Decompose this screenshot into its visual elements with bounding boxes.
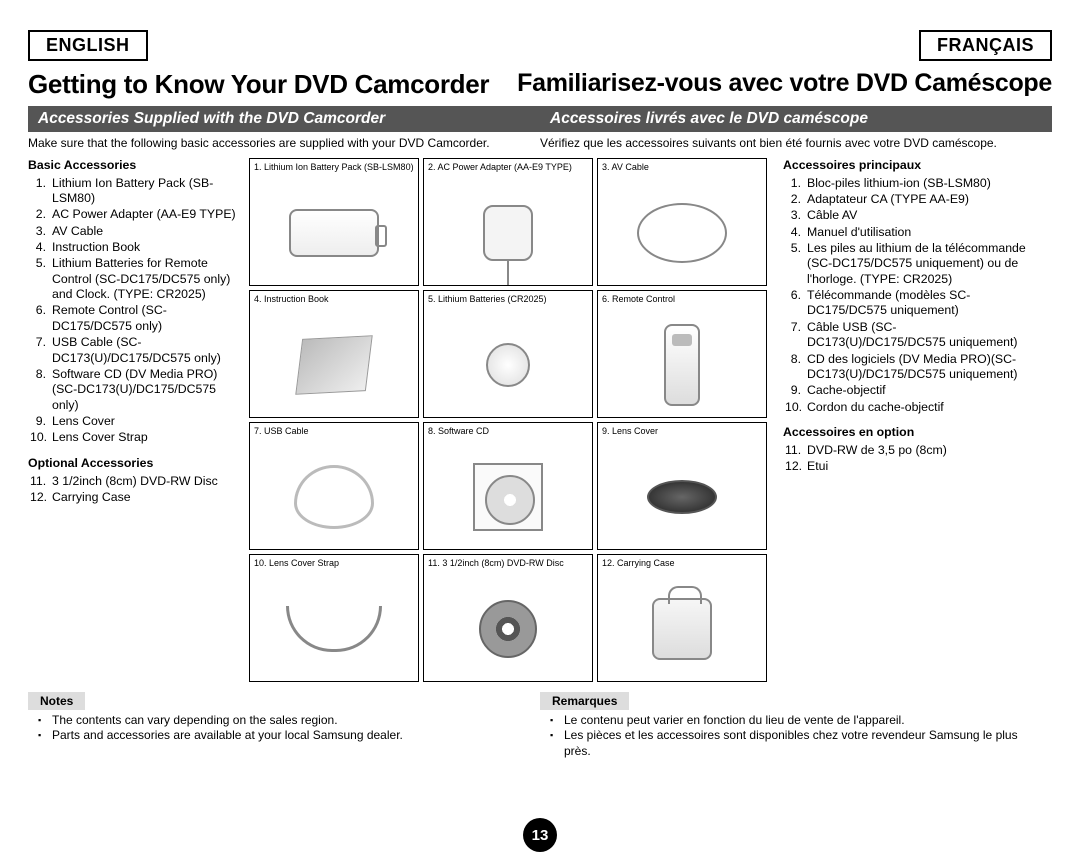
list-item: 1.Lithium Ion Battery Pack (SB-LSM80) <box>30 176 243 207</box>
notes-en: Notes The contents can vary depending on… <box>28 692 540 760</box>
accessory-caption: 3. AV Cable <box>602 162 762 172</box>
accessory-cell: 3. AV Cable <box>597 158 767 286</box>
accessory-icon <box>424 581 592 677</box>
subhead-row: Accessories Supplied with the DVD Camcor… <box>28 106 1052 132</box>
notes-row: Notes The contents can vary depending on… <box>28 692 1052 760</box>
notes-label-en: Notes <box>28 692 85 710</box>
accessory-icon <box>250 581 418 677</box>
list-item: 12.Etui <box>785 459 1028 474</box>
intro-fr: Vérifiez que les accessoires suivants on… <box>540 136 1052 152</box>
list-item: 8.CD des logiciels (DV Media PRO)(SC-DC1… <box>785 352 1028 383</box>
notes-fr: Remarques Le contenu peut varier en fonc… <box>540 692 1052 760</box>
list-item: 7.Câble USB (SC-DC173(U)/DC175/DC575 uni… <box>785 320 1028 351</box>
list-item: 11.3 1/2inch (8cm) DVD-RW Disc <box>30 474 243 489</box>
list-item: 10.Lens Cover Strap <box>30 430 243 445</box>
title-row: Getting to Know Your DVD Camcorder Famil… <box>28 69 1052 100</box>
subhead-en: Accessories Supplied with the DVD Camcor… <box>28 106 540 132</box>
list-item: 1.Bloc-piles lithium-ion (SB-LSM80) <box>785 176 1028 191</box>
accessory-icon <box>250 185 418 281</box>
accessory-caption: 5. Lithium Batteries (CR2025) <box>428 294 588 304</box>
lang-english: ENGLISH <box>28 30 148 61</box>
accessory-icon <box>250 449 418 545</box>
accessory-cell: 11. 3 1/2inch (8cm) DVD-RW Disc <box>423 554 593 682</box>
accessory-grid-col: 1. Lithium Ion Battery Pack (SB-LSM80) 2.… <box>243 158 773 682</box>
list-item: 3.AV Cable <box>30 224 243 239</box>
accessory-cell: 10. Lens Cover Strap <box>249 554 419 682</box>
accessory-caption: 1. Lithium Ion Battery Pack (SB-LSM80) <box>254 162 414 172</box>
intro-row: Make sure that the following basic acces… <box>28 136 1052 152</box>
en-opt-list: 11.3 1/2inch (8cm) DVD-RW Disc12.Carryin… <box>28 474 243 506</box>
list-item: 9.Lens Cover <box>30 414 243 429</box>
main-row: Basic Accessories 1.Lithium Ion Battery … <box>28 158 1052 682</box>
lang-francais: FRANÇAIS <box>919 30 1052 61</box>
accessory-caption: 7. USB Cable <box>254 426 414 436</box>
list-item: 2.Adaptateur CA (TYPE AA-E9) <box>785 192 1028 207</box>
list-item: 7.USB Cable (SC-DC173(U)/DC175/DC575 onl… <box>30 335 243 366</box>
page-number: 13 <box>523 818 557 852</box>
note-item: Parts and accessories are available at y… <box>38 728 524 744</box>
list-item: 11.DVD-RW de 3,5 po (8cm) <box>785 443 1028 458</box>
col-en-list: Basic Accessories 1.Lithium Ion Battery … <box>28 158 243 682</box>
accessory-cell: 9. Lens Cover <box>597 422 767 550</box>
accessory-icon <box>598 581 766 677</box>
list-item: 4.Instruction Book <box>30 240 243 255</box>
accessory-cell: 12. Carrying Case <box>597 554 767 682</box>
accessory-icon <box>598 317 766 413</box>
subhead-fr: Accessoires livrés avec le DVD caméscope <box>540 106 1052 132</box>
basic-accessories-head-fr: Accessoires principaux <box>783 158 1028 172</box>
notes-label-fr: Remarques <box>540 692 629 710</box>
accessory-cell: 1. Lithium Ion Battery Pack (SB-LSM80) <box>249 158 419 286</box>
accessory-caption: 11. 3 1/2inch (8cm) DVD-RW Disc <box>428 558 588 568</box>
title-fr: Familiarisez-vous avec votre DVD Camésco… <box>517 69 1052 100</box>
language-row: ENGLISH FRANÇAIS <box>28 30 1052 61</box>
list-item: 9.Cache-objectif <box>785 383 1028 398</box>
optional-accessories-head-fr: Accessoires en option <box>783 425 1028 439</box>
notes-en-list: The contents can vary depending on the s… <box>28 713 524 744</box>
accessory-cell: 8. Software CD <box>423 422 593 550</box>
accessory-caption: 6. Remote Control <box>602 294 762 304</box>
accessory-icon <box>424 317 592 413</box>
list-item: 4.Manuel d'utilisation <box>785 225 1028 240</box>
list-item: 2.AC Power Adapter (AA-E9 TYPE) <box>30 207 243 222</box>
accessory-caption: 10. Lens Cover Strap <box>254 558 414 568</box>
list-item: 5.Les piles au lithium de la télécommand… <box>785 241 1028 287</box>
intro-en: Make sure that the following basic acces… <box>28 136 540 152</box>
list-item: 10.Cordon du cache-objectif <box>785 400 1028 415</box>
accessory-icon <box>598 185 766 281</box>
fr-opt-list: 11.DVD-RW de 3,5 po (8cm)12.Etui <box>783 443 1028 475</box>
list-item: 8.Software CD (DV Media PRO) (SC-DC173(U… <box>30 367 243 413</box>
accessory-grid: 1. Lithium Ion Battery Pack (SB-LSM80) 2.… <box>249 158 767 682</box>
en-basic-list: 1.Lithium Ion Battery Pack (SB-LSM80)2.A… <box>28 176 243 446</box>
accessory-caption: 8. Software CD <box>428 426 588 436</box>
accessory-caption: 9. Lens Cover <box>602 426 762 436</box>
note-item: Le contenu peut varier en fonction du li… <box>550 713 1036 729</box>
note-item: Les pièces et les accessoires sont dispo… <box>550 728 1036 759</box>
list-item: 5.Lithium Batteries for Remote Control (… <box>30 256 243 302</box>
list-item: 6.Remote Control (SC-DC175/DC575 only) <box>30 303 243 334</box>
accessory-icon <box>424 449 592 545</box>
accessory-cell: 5. Lithium Batteries (CR2025) <box>423 290 593 418</box>
optional-accessories-head-en: Optional Accessories <box>28 456 243 470</box>
accessory-caption: 12. Carrying Case <box>602 558 762 568</box>
notes-fr-list: Le contenu peut varier en fonction du li… <box>540 713 1036 760</box>
accessory-cell: 4. Instruction Book <box>249 290 419 418</box>
accessory-icon <box>598 449 766 545</box>
accessory-icon <box>424 185 592 281</box>
list-item: 12.Carrying Case <box>30 490 243 505</box>
accessory-caption: 4. Instruction Book <box>254 294 414 304</box>
accessory-cell: 6. Remote Control <box>597 290 767 418</box>
list-item: 6.Télécommande (modèles SC-DC175/DC575 u… <box>785 288 1028 319</box>
accessory-icon <box>250 317 418 413</box>
col-fr-list: Accessoires principaux 1.Bloc-piles lith… <box>773 158 1028 682</box>
title-en: Getting to Know Your DVD Camcorder <box>28 69 489 100</box>
list-item: 3.Câble AV <box>785 208 1028 223</box>
fr-basic-list: 1.Bloc-piles lithium-ion (SB-LSM80)2.Ada… <box>783 176 1028 415</box>
note-item: The contents can vary depending on the s… <box>38 713 524 729</box>
basic-accessories-head-en: Basic Accessories <box>28 158 243 172</box>
accessory-cell: 7. USB Cable <box>249 422 419 550</box>
accessory-caption: 2. AC Power Adapter (AA-E9 TYPE) <box>428 162 588 172</box>
accessory-cell: 2. AC Power Adapter (AA-E9 TYPE) <box>423 158 593 286</box>
